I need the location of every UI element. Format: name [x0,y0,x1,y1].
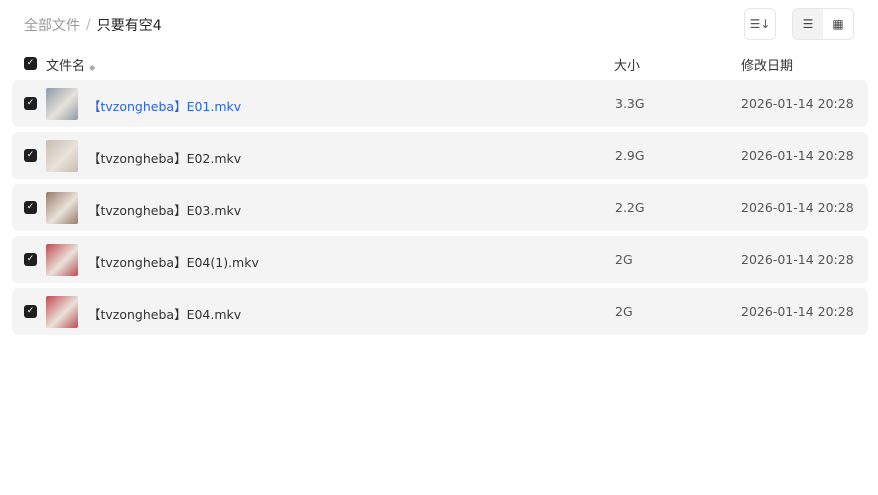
file-checkbox[interactable]: ✓ [24,305,37,318]
file-size: 3.3G [615,96,645,111]
file-name[interactable]: 【tvzongheba】E03.mkv [88,203,242,218]
view-toggle: ☰ ▦ [792,8,854,40]
file-checkbox[interactable]: ✓ [24,253,37,266]
file-name[interactable]: 【tvzongheba】E01.mkv [88,99,242,114]
video-thumbnail [46,140,78,172]
list-view-button[interactable]: ☰ [793,9,823,39]
table-header: ✓ 文件名 ◆ 大小 修改日期 [0,55,878,74]
video-thumbnail [46,244,78,276]
file-date: 2026-01-14 20:28 [741,148,854,163]
file-name[interactable]: 【tvzongheba】E04.mkv [88,307,242,322]
grid-view-button[interactable]: ▦ [823,9,853,39]
file-date: 2026-01-14 20:28 [741,200,854,215]
file-row[interactable]: ✓ 【tvzongheba】E03.mkv 2.2G 2026-01-14 20… [12,184,868,231]
sort-caret-icon: ◆ [89,63,96,72]
select-all-checkbox[interactable]: ✓ [24,57,37,70]
sort-icon: ☰↓ [749,17,771,31]
breadcrumb-current: 只要有空4 [96,18,162,34]
sort-button[interactable]: ☰↓ [744,8,776,40]
file-date: 2026-01-14 20:28 [741,304,854,319]
file-checkbox[interactable]: ✓ [24,97,37,110]
breadcrumb-root[interactable]: 全部文件 [24,18,80,34]
file-row[interactable]: ✓ 【tvzongheba】E04.mkv 2G 2026-01-14 20:2… [12,288,868,335]
file-size: 2.2G [615,200,645,215]
file-date: 2026-01-14 20:28 [741,96,854,111]
video-thumbnail [46,296,78,328]
file-row[interactable]: ✓ 【tvzongheba】E04(1).mkv 2G 2026-01-14 2… [12,236,868,283]
list-view-icon: ☰ [802,17,814,31]
breadcrumb-separator: / [86,17,91,33]
column-name-label: 文件名 [46,59,86,74]
file-checkbox[interactable]: ✓ [24,201,37,214]
file-row[interactable]: ✓ 【tvzongheba】E02.mkv 2.9G 2026-01-14 20… [12,132,868,179]
breadcrumb: 全部文件 / 只要有空4 [24,15,162,35]
file-name[interactable]: 【tvzongheba】E04(1).mkv [88,255,259,270]
video-thumbnail [46,88,78,120]
file-date: 2026-01-14 20:28 [741,252,854,267]
file-size: 2G [615,252,633,267]
file-size: 2G [615,304,633,319]
file-row[interactable]: ✓ 【tvzongheba】E01.mkv 3.3G 2026-01-14 20… [12,80,868,127]
file-checkbox[interactable]: ✓ [24,149,37,162]
file-size: 2.9G [615,148,645,163]
column-size: 大小 [614,59,641,74]
column-date: 修改日期 [741,59,794,74]
column-name[interactable]: 文件名 ◆ [46,55,95,74]
video-thumbnail [46,192,78,224]
grid-view-icon: ▦ [832,17,844,31]
file-name[interactable]: 【tvzongheba】E02.mkv [88,151,242,166]
